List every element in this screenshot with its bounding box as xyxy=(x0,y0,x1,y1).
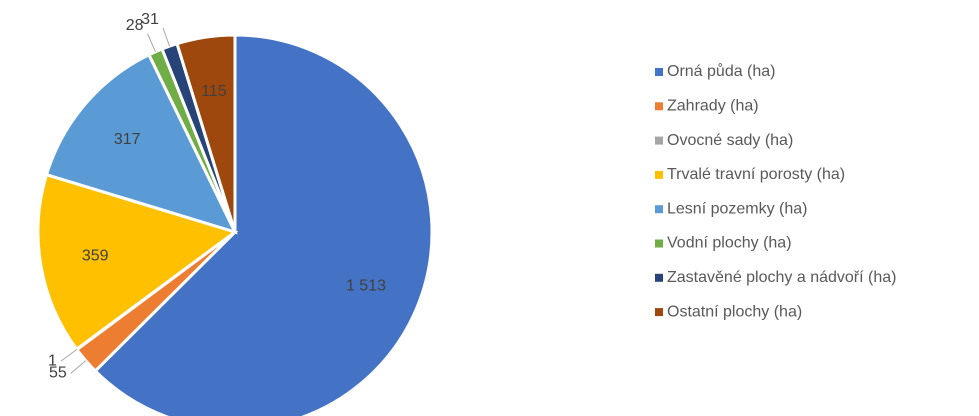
legend-label: Ostatní plochy (ha) xyxy=(667,303,802,320)
legend-label: Vodní plochy (ha) xyxy=(667,235,792,252)
legend-label: Orná půda (ha) xyxy=(667,62,776,80)
legend-swatch xyxy=(655,136,663,145)
data-label: 317 xyxy=(114,131,141,148)
data-label: 1 xyxy=(48,352,57,369)
legend-swatch xyxy=(655,308,663,317)
legend: Orná půda (ha) Zahrady (ha) Ovocné sady (h… xyxy=(655,62,896,320)
legend-swatch xyxy=(655,102,663,111)
legend-swatch xyxy=(655,205,663,214)
legend-label: Ovocné sady (ha) xyxy=(667,132,793,149)
legend-swatch xyxy=(655,239,663,248)
pie-slice xyxy=(44,52,238,235)
leader-line xyxy=(70,360,87,374)
data-label: 1 513 xyxy=(346,278,386,295)
legend-swatch xyxy=(655,68,663,76)
legend-swatch xyxy=(655,170,663,179)
leader-line xyxy=(60,348,78,362)
legend-label: Lesní pozemky (ha) xyxy=(667,200,808,217)
leader-line xyxy=(147,33,156,52)
data-label: 359 xyxy=(82,247,109,264)
data-label: 115 xyxy=(201,83,227,100)
data-label: 55 xyxy=(49,365,67,382)
legend-label: Zastavěné plochy a nádvoří (ha) xyxy=(667,269,896,286)
legend-label: Trvalé travní porosty (ha) xyxy=(667,166,845,183)
data-label: 31 xyxy=(141,11,159,28)
legend-swatch xyxy=(655,273,663,282)
pie-slice xyxy=(175,33,237,233)
data-label: 28 xyxy=(126,17,144,34)
pie-slice xyxy=(93,33,434,416)
leader-line xyxy=(162,27,170,47)
legend-label: Zahrady (ha) xyxy=(667,98,759,115)
